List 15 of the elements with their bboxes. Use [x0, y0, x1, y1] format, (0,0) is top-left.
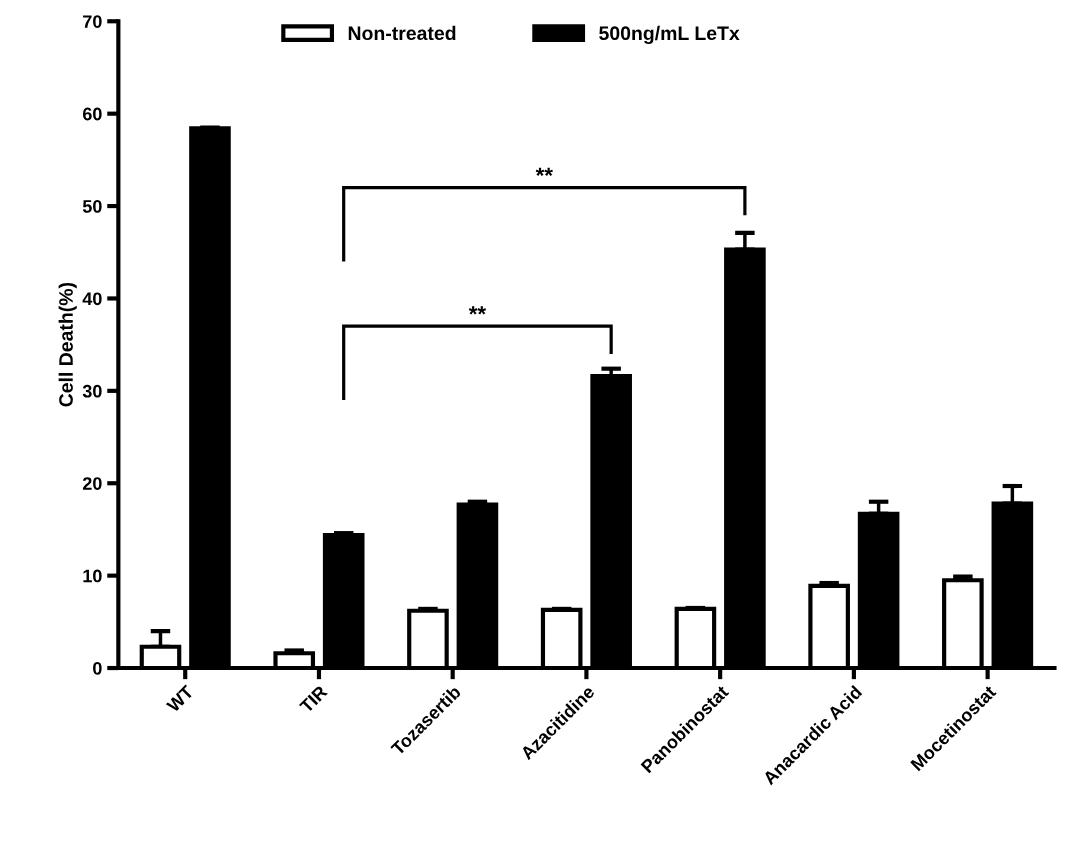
x-tick-label: TIR: [299, 684, 328, 714]
annotation: **: [535, 167, 553, 176]
y-tick-label: 50: [82, 200, 102, 213]
y-axis-title: Cell Death(%): [58, 282, 77, 407]
y-tick-label: 20: [82, 477, 102, 490]
y-tick-label: 0: [93, 661, 102, 675]
y-tick-label: 70: [83, 15, 102, 28]
legend-label: Non-treated: [348, 25, 456, 41]
x-tick-label: WT: [165, 684, 195, 714]
annotation: **: [468, 306, 487, 315]
legend-label: 500ng/mL LeTx: [599, 25, 740, 45]
y-tick-label: 40: [82, 292, 102, 306]
y-tick-label: 60: [82, 107, 102, 121]
y-tick-label: 30: [82, 384, 102, 398]
y-tick-label: 10: [83, 569, 102, 583]
